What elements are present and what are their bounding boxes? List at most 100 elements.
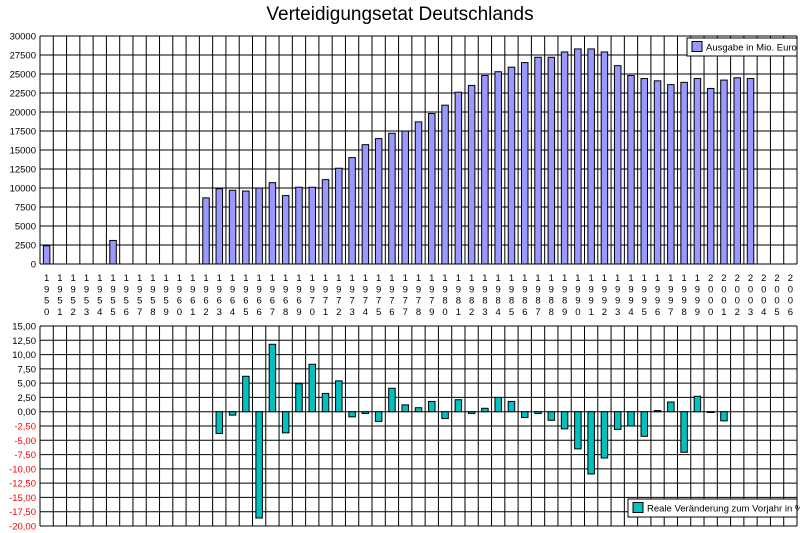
bottom-y-tick-label: -20,00 xyxy=(9,522,36,533)
top-y-tick-label: 25000 xyxy=(10,70,36,81)
spending-bar xyxy=(255,187,263,265)
top-y-tick-label: 0 xyxy=(31,260,36,271)
change-bar xyxy=(587,411,595,475)
spending-bar xyxy=(627,75,635,265)
spending-bar xyxy=(202,197,210,265)
top-y-tick-label: 27500 xyxy=(10,51,36,62)
top-y-tick-label: 22500 xyxy=(10,89,36,100)
bottom-y-tick-label: 2,50 xyxy=(18,393,37,404)
spending-bar xyxy=(574,48,582,265)
bottom-legend-label: Reale Veränderung zum Vorjahr in % xyxy=(647,504,800,515)
spending-bar xyxy=(361,144,370,265)
top-chart-gridlines xyxy=(39,35,798,265)
spending-bar xyxy=(467,84,476,265)
change-bar xyxy=(295,383,303,413)
change-bar xyxy=(653,410,662,413)
change-bar xyxy=(374,411,383,422)
change-bar xyxy=(481,407,489,413)
spending-bar xyxy=(441,104,449,265)
bottom-y-tick-label: -7,50 xyxy=(14,450,36,461)
bottom-chart-gridlines xyxy=(39,325,798,527)
spending-bar xyxy=(520,62,529,265)
top-y-tick-label: 15000 xyxy=(10,146,36,157)
spending-bar xyxy=(308,186,317,265)
bottom-y-tick-label: 0,00 xyxy=(18,407,37,418)
change-bar xyxy=(228,411,237,416)
spending-bar xyxy=(560,51,569,265)
change-bar xyxy=(693,395,702,413)
change-bar xyxy=(667,401,675,413)
top-legend-swatch xyxy=(691,41,703,52)
bottom-y-tick-label: 7,50 xyxy=(18,364,37,375)
top-chart-y-tick-labels: 0 2500 5000 7500 10000 12500 15000 17500 20000 22… xyxy=(10,32,36,271)
bottom-legend-swatch xyxy=(632,502,644,513)
change-bar xyxy=(720,411,728,422)
spending-bar xyxy=(454,91,463,265)
spending-bar xyxy=(746,78,755,265)
spending-bar xyxy=(653,80,662,265)
change-bar xyxy=(441,411,449,420)
spending-bar xyxy=(281,195,290,265)
spending-bar xyxy=(507,66,516,265)
bottom-y-tick-label: -10,00 xyxy=(9,464,36,475)
top-y-tick-label: 2500 xyxy=(15,241,36,252)
spending-bar xyxy=(295,186,303,265)
change-bar xyxy=(454,399,463,413)
change-bar xyxy=(414,407,423,413)
change-bar xyxy=(388,387,396,413)
spending-bar xyxy=(720,79,728,265)
spending-bar xyxy=(335,167,343,265)
bottom-chart-bars xyxy=(215,343,728,519)
bottom-y-tick-label: -15,00 xyxy=(9,493,36,504)
change-bar xyxy=(574,411,582,450)
top-y-tick-label: 30000 xyxy=(10,32,36,43)
change-bar xyxy=(627,411,635,427)
bottom-chart-legend: Reale Veränderung zum Vorjahr in % xyxy=(627,498,800,518)
change-bar xyxy=(268,343,277,413)
change-bar xyxy=(401,404,409,413)
spending-bar xyxy=(268,182,277,265)
top-chart-bars xyxy=(42,48,755,265)
spending-bar xyxy=(587,48,595,265)
change-bar xyxy=(507,400,516,413)
spending-bar xyxy=(667,84,675,265)
spending-bar xyxy=(706,87,715,265)
spending-bar xyxy=(401,130,409,265)
spending-bar xyxy=(348,157,356,265)
change-bar xyxy=(215,411,224,434)
spending-bar xyxy=(534,56,542,265)
bottom-y-tick-label: -12,50 xyxy=(9,479,36,490)
change-bar xyxy=(680,411,688,453)
change-bar xyxy=(281,411,290,434)
bottom-y-tick-label: 5,00 xyxy=(18,379,37,390)
spending-bar xyxy=(109,239,117,265)
